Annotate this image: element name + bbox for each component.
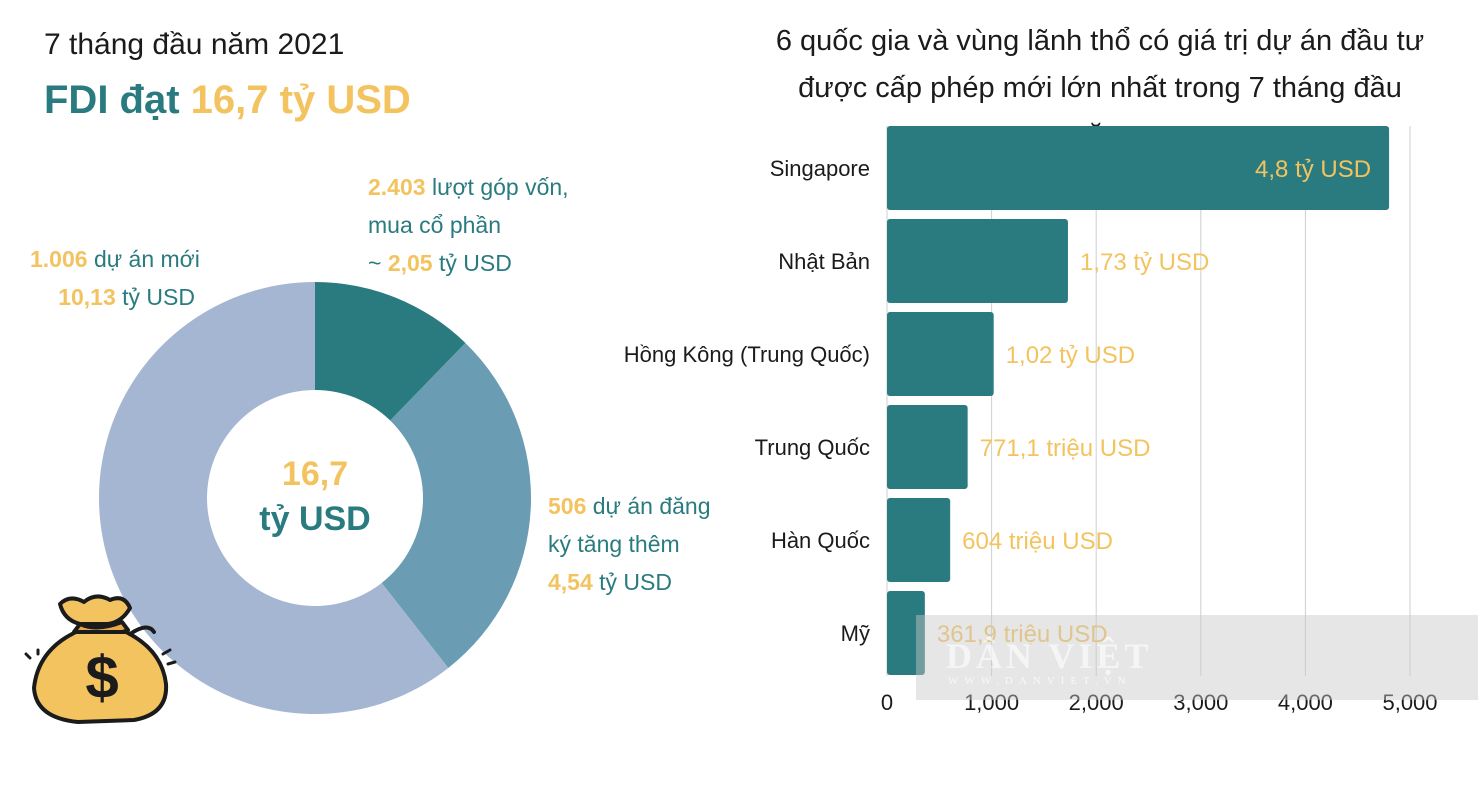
dollar-sign-glyph: $ [85,644,118,711]
bar-value-label: 361,9 triệu USD [937,621,1108,648]
annotation-tang-them-line2: ký tăng thêm [548,531,680,557]
donut-center-unit: tỷ USD [259,500,371,538]
bar [887,405,968,489]
bar-value-label: 604 triệu USD [962,528,1113,555]
annotation-tang-them-number: 506 [548,493,587,519]
annotation-tang-them-line3: 4,54 tỷ USD [548,563,710,601]
bar-value-label: 1,02 tỷ USD [1006,342,1135,369]
annotation-du-an-moi: 1.006 dự án mới 10,13 tỷ USD [30,240,200,316]
bar [887,219,1068,303]
annotation-gop-von-unit: tỷ USD [432,250,512,276]
watermark: DÂN VIỆT WWW.DANVIET.VN [916,615,1478,700]
headline-prefix: FDI đạt [44,78,191,122]
annotation-du-an-moi-unit: tỷ USD [115,284,195,310]
bar-chart-bars [887,126,1390,675]
annotation-du-an-moi-line1: 1.006 dự án mới [30,240,200,278]
headline-value: 16,7 tỷ USD [190,78,411,122]
bar [887,126,1390,210]
x-tick-label: 4,000 [1278,690,1333,715]
annotation-tang-them-unit: tỷ USD [592,569,672,595]
left-headline: FDI đạt 16,7 tỷ USD [44,78,411,123]
annotation-gop-von: 2.403 lượt góp vốn, mua cổ phần ~ 2,05 t… [368,168,569,282]
bar [887,591,925,675]
annotation-gop-von-line2: mua cổ phần [368,212,501,238]
watermark-logo-text: DÂN VIỆT [946,636,1153,676]
category-label: Hàn Quốc [771,528,870,553]
annotation-tang-them-line1: 506 dự án đăng [548,487,710,525]
bar-chart-data-labels: 4,8 tỷ USD 1,73 tỷ USD 1,02 tỷ USD 771,1 tr… [937,156,1371,648]
annotation-gop-von-text1: lượt góp vốn, [425,174,569,200]
annotation-gop-von-number: 2.403 [368,174,426,200]
annotation-tang-them-text1: dự án đăng [586,493,711,519]
annotation-du-an-moi-value: 10,13 [58,284,116,310]
donut-slices [99,282,531,714]
bar-chart-title-line1: 6 quốc gia và vùng lãnh thổ có giá trị d… [775,25,1425,57]
annotation-du-an-moi-line2: 10,13 tỷ USD [30,278,195,316]
bar [887,498,951,582]
category-label: Nhật Bản [778,249,870,274]
donut-slice-du-an-moi [99,282,449,714]
annotation-du-an-moi-text1: dự án mới [87,246,200,272]
annotation-gop-von-value: 2,05 [387,250,433,276]
donut-chart [99,282,531,714]
x-tick-label: 2,000 [1069,690,1124,715]
category-label: Hồng Kông (Trung Quốc) [624,342,870,367]
annotation-tang-them-value: 4,54 [548,569,593,595]
bar-value-label: 4,8 tỷ USD [1255,156,1371,183]
x-tick-label: 3,000 [1173,690,1228,715]
annotation-du-an-moi-number: 1.006 [30,246,88,272]
x-tick-label: 0 [881,690,893,715]
bar-value-label: 771,1 triệu USD [980,435,1151,462]
bar-chart-tick-labels: 0 1,000 2,000 3,000 4,000 5,000 [881,690,1438,715]
x-tick-label: 5,000 [1382,690,1437,715]
bar [887,312,994,396]
donut-slice-gop-von [315,282,466,421]
category-label: Mỹ [841,621,870,646]
bar-chart-grid [886,126,1411,676]
left-subtitle: 7 tháng đầu năm 2021 [44,28,345,61]
donut-center-value: 16,7 [281,455,349,493]
annotation-gop-von-tilde: ~ [368,250,388,276]
money-bag-icon: $ [24,594,177,724]
annotation-gop-von-line3: ~ 2,05 tỷ USD [368,244,569,282]
annotation-gop-von-line1: 2.403 lượt góp vốn, [368,168,569,206]
bar-chart-category-labels: Singapore Nhật Bản Hồng Kông (Trung Quốc) T… [624,156,870,646]
bar-value-label: 1,73 tỷ USD [1080,249,1209,276]
category-label: Trung Quốc [755,435,870,460]
donut-slice-tang-them [381,342,531,668]
x-tick-label: 1,000 [964,690,1019,715]
category-label: Singapore [770,156,870,181]
annotation-tang-them: 506 dự án đăng ký tăng thêm 4,54 tỷ USD [548,487,710,601]
watermark-url: WWW.DANVIET.VN [948,675,1132,687]
